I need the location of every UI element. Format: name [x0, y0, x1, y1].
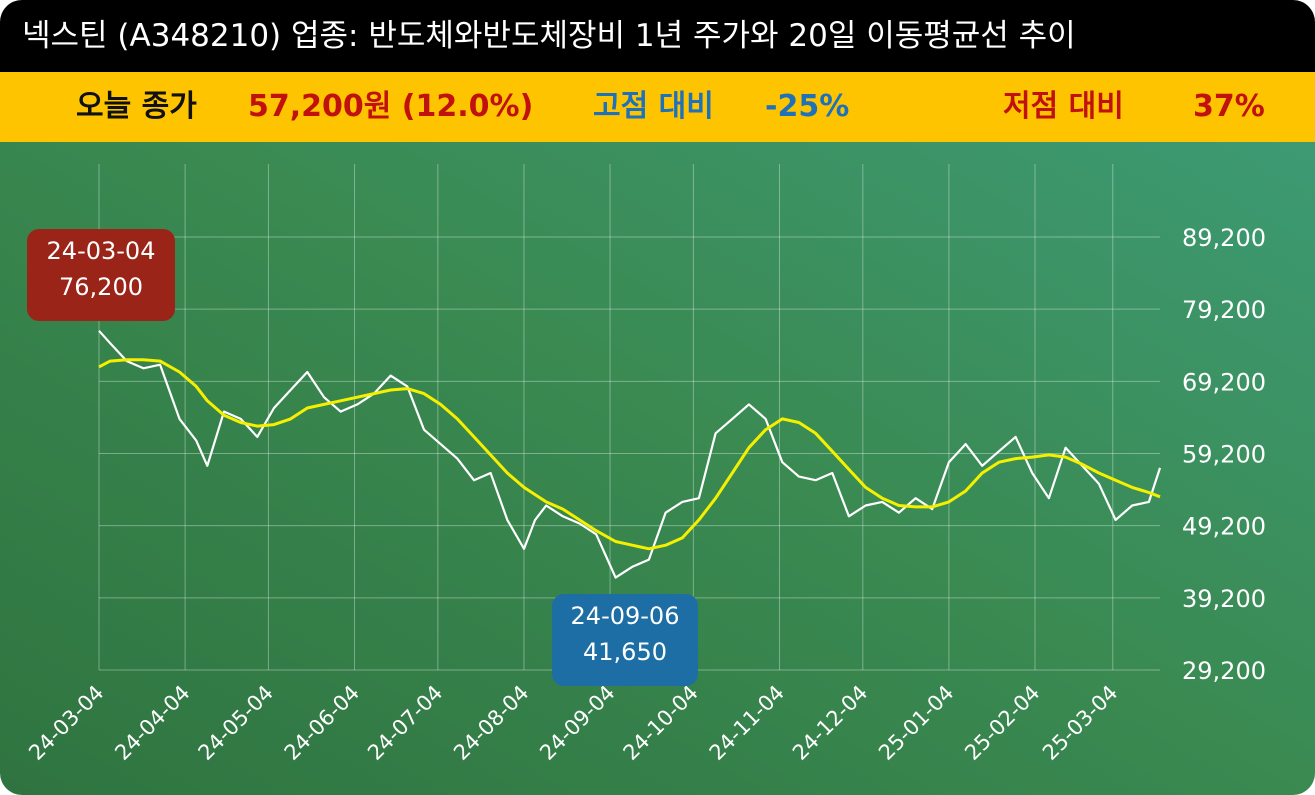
y-axis-labels: 29,200 39,200 49,200 59,200 69,200 79,200 89,2… [1182, 224, 1266, 685]
y-tick-label: 29,200 [1182, 657, 1266, 685]
x-tick-label: 24-04-04 [110, 681, 194, 765]
high-price-callout: 24-03-04 76,200 [27, 229, 175, 321]
x-tick-label: 25-02-04 [960, 681, 1044, 765]
vs-high-value: -25% [765, 89, 850, 124]
x-tick-label: 24-09-04 [535, 681, 619, 765]
chart-title: 넥스틴 (A348210) 업종: 반도체와반도체장비 1년 주가와 20일 이… [0, 0, 1315, 72]
x-tick-label: 24-08-04 [449, 681, 533, 765]
line-chart: 29,200 39,200 49,200 59,200 69,200 79,200 89,2… [24, 164, 1266, 765]
today-close-value: 57,200원 (12.0%) [248, 89, 534, 124]
low-price: 41,650 [583, 638, 667, 666]
x-tick-label: 24-03-04 [24, 681, 108, 765]
series-lines [98, 330, 1162, 579]
high-date: 24-03-04 [46, 237, 156, 265]
gridlines [98, 164, 1160, 671]
close-price-line [98, 330, 1162, 579]
y-tick-label: 39,200 [1182, 585, 1266, 613]
x-tick-label: 24-12-04 [788, 681, 872, 765]
vs-low-value: 37% [1193, 89, 1265, 124]
y-tick-label: 59,200 [1182, 441, 1266, 469]
stats-bar: 오늘 종가 57,200원 (12.0%) 고점 대비 -25% 저점 대비 3… [0, 72, 1315, 142]
x-tick-label: 24-07-04 [363, 681, 447, 765]
x-tick-label: 25-01-04 [874, 681, 958, 765]
low-date: 24-09-06 [570, 602, 680, 630]
x-tick-label: 24-05-04 [194, 681, 278, 765]
low-price-callout: 24-09-06 41,650 [552, 594, 698, 686]
vs-low-label: 저점 대비 [1003, 89, 1124, 124]
y-tick-label: 69,200 [1182, 368, 1266, 396]
today-close-label: 오늘 종가 [76, 89, 197, 124]
x-tick-label: 25-03-04 [1038, 681, 1122, 765]
x-tick-label: 24-06-04 [280, 681, 364, 765]
y-tick-label: 79,200 [1182, 296, 1266, 324]
y-tick-label: 49,200 [1182, 513, 1266, 541]
x-tick-label: 24-11-04 [705, 681, 789, 765]
x-tick-label: 24-10-04 [619, 681, 703, 765]
vs-high-label: 고점 대비 [593, 89, 714, 124]
plot-area: 29,200 39,200 49,200 59,200 69,200 79,200 89,2… [0, 142, 1315, 795]
y-tick-label: 89,200 [1182, 224, 1266, 252]
high-price: 76,200 [59, 273, 143, 301]
ma20-line [98, 358, 1161, 551]
